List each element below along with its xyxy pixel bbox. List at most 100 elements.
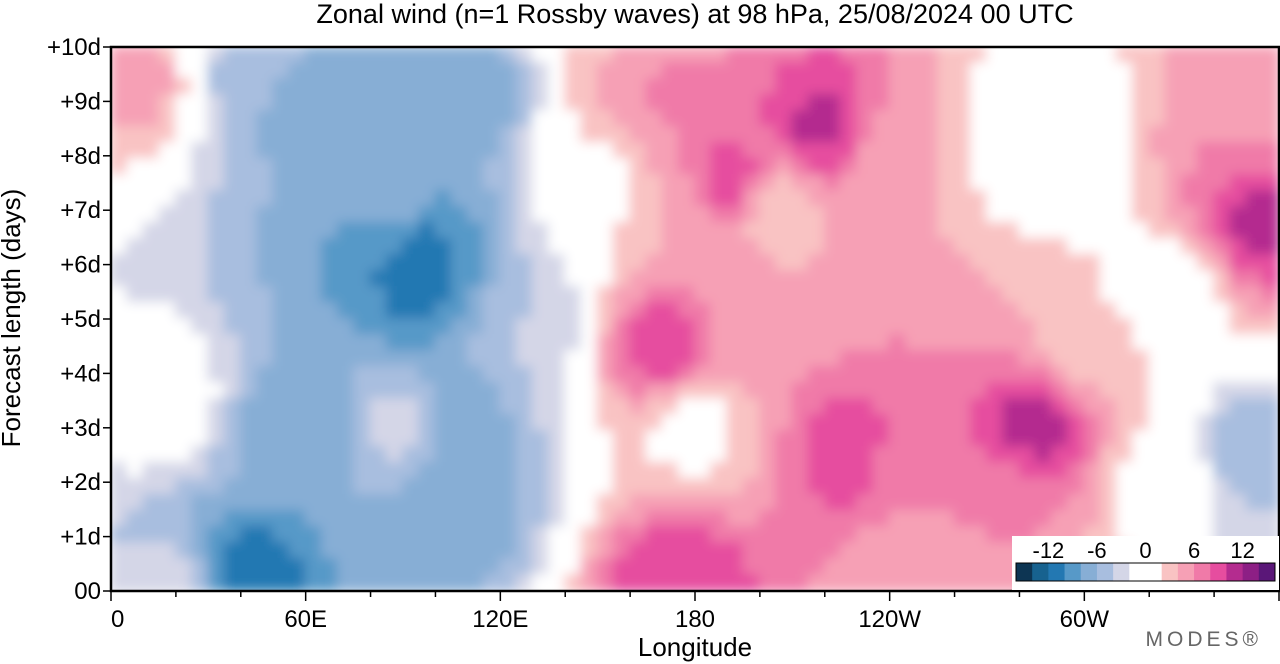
field-cell — [320, 126, 340, 144]
field-cell — [580, 494, 599, 512]
y-tick-label: +2d — [60, 469, 101, 496]
field-cell — [1018, 366, 1037, 384]
field-cell — [710, 238, 729, 256]
field-cell — [677, 142, 696, 160]
field-cell — [888, 334, 907, 352]
field-cell — [564, 270, 583, 288]
field-cell — [888, 62, 907, 80]
field-cell — [953, 430, 972, 448]
field-cell — [661, 126, 680, 144]
field-cell — [142, 526, 161, 544]
field-cell — [1115, 206, 1134, 224]
field-cell — [677, 558, 696, 576]
field-cell — [207, 126, 226, 144]
field-cell — [612, 398, 632, 416]
field-cell — [548, 526, 567, 544]
field-cell — [758, 398, 778, 416]
field-cell — [742, 286, 761, 304]
field-cell — [969, 462, 988, 480]
field-cell — [921, 254, 940, 272]
field-cell — [1115, 174, 1134, 192]
field-cell — [742, 158, 761, 176]
field-cell — [645, 222, 664, 240]
field-cell — [466, 510, 486, 528]
field-cell — [499, 286, 518, 304]
field-cell — [515, 526, 534, 544]
field-cell — [256, 302, 275, 320]
field-cell — [466, 542, 486, 560]
field-cell — [174, 222, 194, 240]
field-cell — [207, 174, 226, 192]
field-cell — [111, 62, 129, 80]
field-cell — [758, 430, 778, 448]
field-cell — [385, 62, 404, 80]
field-cell — [1018, 382, 1037, 400]
field-cell — [158, 142, 177, 160]
field-cell — [710, 286, 729, 304]
field-cell — [986, 94, 1005, 112]
field-cell — [694, 94, 713, 112]
field-cell — [629, 478, 648, 496]
field-cell — [1180, 414, 1199, 432]
field-cell — [1132, 366, 1151, 384]
field-cell — [1050, 510, 1070, 528]
field-cell — [694, 62, 713, 80]
field-cell — [564, 494, 583, 512]
field-cell — [694, 398, 713, 416]
field-cell — [450, 78, 469, 96]
field-cell — [353, 494, 372, 512]
field-cell — [986, 526, 1005, 544]
field-cell — [531, 254, 550, 272]
field-cell — [904, 158, 924, 176]
field-cell — [694, 366, 713, 384]
field-cell — [1083, 446, 1102, 464]
field-cell — [1164, 254, 1183, 272]
field-cell — [710, 62, 729, 80]
field-cell — [304, 414, 323, 432]
field-cell — [256, 462, 275, 480]
field-cell — [1245, 78, 1264, 96]
field-cell — [921, 350, 940, 368]
field-cell — [402, 526, 421, 544]
field-cell — [677, 126, 696, 144]
field-cell — [1164, 510, 1183, 528]
field-cell — [466, 78, 486, 96]
field-cell — [1050, 94, 1070, 112]
field-cell — [1180, 110, 1199, 128]
field-cell — [191, 478, 210, 496]
field-cell — [807, 318, 826, 336]
field-cell — [1132, 414, 1151, 432]
field-cell — [856, 254, 875, 272]
field-cell — [483, 462, 502, 480]
field-cell — [207, 430, 226, 448]
field-cell — [661, 558, 680, 576]
field-cell — [1245, 206, 1264, 224]
field-cell — [580, 47, 599, 64]
field-cell — [1018, 110, 1037, 128]
field-cell — [1164, 222, 1183, 240]
field-cell — [921, 526, 940, 544]
field-cell — [921, 574, 940, 591]
field-cell — [969, 398, 988, 416]
field-cell — [483, 222, 502, 240]
field-cell — [726, 574, 745, 591]
field-cell — [174, 142, 194, 160]
field-cell — [158, 158, 177, 176]
field-cell — [612, 94, 632, 112]
field-cell — [969, 270, 988, 288]
field-cell — [1099, 494, 1118, 512]
field-cell — [191, 366, 210, 384]
field-cell — [142, 430, 161, 448]
field-cell — [856, 302, 875, 320]
field-cell — [531, 318, 550, 336]
field-cell — [499, 334, 518, 352]
field-cell — [191, 62, 210, 80]
field-cell — [466, 366, 486, 384]
field-cell — [937, 526, 956, 544]
field-cell — [207, 350, 226, 368]
field-cell — [629, 542, 648, 560]
field-cell — [953, 446, 972, 464]
field-cell — [450, 158, 469, 176]
field-cell — [320, 430, 340, 448]
field-cell — [1034, 318, 1053, 336]
